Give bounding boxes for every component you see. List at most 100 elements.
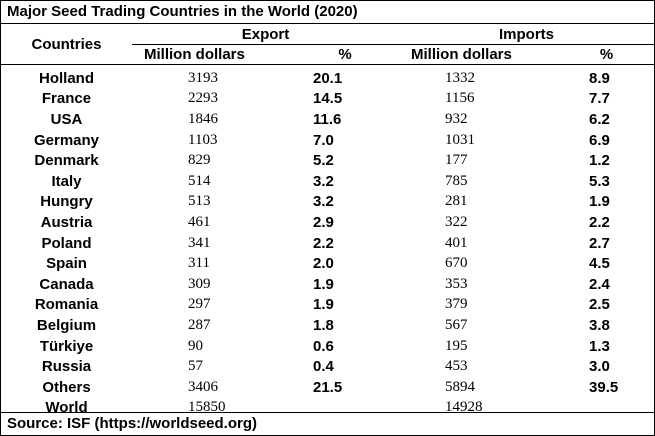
export-percent-cell: 5.2 xyxy=(313,152,334,170)
table-row: Hungry 513 3.2 281 1.9 xyxy=(1,192,654,213)
export-million-dollars-cell: 309 xyxy=(188,275,211,292)
export-million-dollars-cell: 461 xyxy=(188,213,211,230)
export-percent-cell: 2.0 xyxy=(313,255,334,273)
imports-million-dollars-cell: 281 xyxy=(445,193,468,210)
imports-million-dollars-cell: 353 xyxy=(445,275,468,292)
export-million-dollars-cell: 90 xyxy=(188,337,203,354)
table-row: Romania 297 1.9 379 2.5 xyxy=(1,295,654,316)
imports-million-dollars-cell: 195 xyxy=(445,337,468,354)
table-body: Holland 3193 20.1 1332 8.9 France 2293 14.5 1156… xyxy=(1,65,654,419)
seed-trade-table: Countries Export Imports Million dollars… xyxy=(1,24,655,419)
imports-percent-cell: 2.4 xyxy=(589,275,610,293)
export-million-dollars-cell: 15850 xyxy=(188,399,226,416)
imports-million-dollars-cell: 567 xyxy=(445,316,468,333)
export-percent-cell: 21.5 xyxy=(313,378,343,396)
table-row: Italy 514 3.2 785 5.3 xyxy=(1,171,654,192)
table-row: Türkiye 90 0.6 195 1.3 xyxy=(1,336,654,357)
imports-percent-cell: 2.7 xyxy=(589,234,610,252)
table-row: Spain 311 2.0 670 4.5 xyxy=(1,253,654,274)
imports-percent-cell: 6.2 xyxy=(589,110,610,128)
export-million-dollars-cell: 1846 xyxy=(188,110,218,127)
export-million-dollars-cell: 57 xyxy=(188,358,203,375)
imports-percent-cell: 7.7 xyxy=(589,90,610,108)
table-row: Belgium 287 1.8 567 3.8 xyxy=(1,315,654,336)
imports-million-dollars-cell: 453 xyxy=(445,358,468,375)
export-million-dollars-cell: 341 xyxy=(188,234,211,251)
imports-million-dollars-cell: 1156 xyxy=(445,90,475,107)
export-million-dollars-cell: 513 xyxy=(188,193,211,210)
export-million-dollars-cell: 2293 xyxy=(188,90,218,107)
export-percent-cell: 3.2 xyxy=(313,172,334,190)
table-row: Austria 461 2.9 322 2.2 xyxy=(1,212,654,233)
imports-million-dollars-cell: 932 xyxy=(445,110,468,127)
country-cell: Türkiye xyxy=(39,337,94,355)
imports-percent-cell: 1.3 xyxy=(589,337,610,355)
table-row: Denmark 829 5.2 177 1.2 xyxy=(1,150,654,171)
imports-million-dollars-cell: 670 xyxy=(445,255,468,272)
country-cell: Austria xyxy=(40,213,93,231)
export-million-dollars-cell: 1103 xyxy=(188,131,218,148)
imports-percent-cell: 2.5 xyxy=(589,296,610,314)
export-percent-cell: 1.9 xyxy=(313,275,334,293)
export-million-dollars-cell: 297 xyxy=(188,296,211,313)
header-export-percent: % xyxy=(291,44,400,65)
export-percent-cell: 11.6 xyxy=(313,110,342,128)
table-row: Russia 57 0.4 453 3.0 xyxy=(1,356,654,377)
country-cell: Hungry xyxy=(40,193,93,211)
country-cell: Germany xyxy=(33,131,100,149)
imports-percent-cell: 5.3 xyxy=(589,172,610,190)
imports-percent-cell: 1.9 xyxy=(589,193,610,211)
country-cell: Others xyxy=(42,378,91,396)
imports-million-dollars-cell: 5894 xyxy=(445,378,476,395)
imports-million-dollars-cell: 1332 xyxy=(445,69,476,86)
header-imports-million-dollars: Million dollars xyxy=(399,44,560,65)
header-imports-percent: % xyxy=(559,44,655,65)
header-countries: Countries xyxy=(1,24,132,65)
table-row: Holland 3193 20.1 1332 8.9 xyxy=(1,65,654,89)
export-percent-cell: 1.8 xyxy=(313,316,334,334)
export-million-dollars-cell: 3193 xyxy=(188,69,218,86)
imports-million-dollars-cell: 322 xyxy=(445,213,468,230)
table-row: Canada 309 1.9 353 2.4 xyxy=(1,274,654,295)
country-cell: Italy xyxy=(51,172,82,190)
imports-million-dollars-cell: 785 xyxy=(445,172,468,189)
country-cell: USA xyxy=(50,110,83,128)
export-million-dollars-cell: 311 xyxy=(188,255,210,272)
table-row: Poland 341 2.2 401 2.7 xyxy=(1,233,654,254)
imports-million-dollars-cell: 177 xyxy=(445,152,468,169)
table-row: France 2293 14.5 1156 7.7 xyxy=(1,89,654,110)
country-cell: Canada xyxy=(39,275,94,293)
export-percent-cell: 14.5 xyxy=(313,90,343,108)
export-million-dollars-cell: 829 xyxy=(188,152,211,169)
imports-million-dollars-cell: 401 xyxy=(445,234,468,251)
country-cell: Denmark xyxy=(34,152,99,170)
table-row: USA 1846 11.6 932 6.2 xyxy=(1,109,654,130)
export-percent-cell: 0.4 xyxy=(313,358,334,376)
imports-percent-cell: 4.5 xyxy=(589,255,610,273)
imports-percent-cell: 1.2 xyxy=(589,152,610,170)
export-percent-cell: 1.9 xyxy=(313,296,334,314)
imports-percent-cell: 2.2 xyxy=(589,213,610,231)
imports-million-dollars-cell: 14928 xyxy=(445,399,483,416)
imports-million-dollars-cell: 1031 xyxy=(445,131,476,148)
header-export-million-dollars: Million dollars xyxy=(132,44,291,65)
export-percent-cell: 0.6 xyxy=(313,337,334,355)
export-million-dollars-cell: 287 xyxy=(188,316,211,333)
country-cell: Spain xyxy=(46,255,87,273)
header-export: Export xyxy=(132,24,400,45)
export-percent-cell: 2.2 xyxy=(313,234,334,252)
imports-million-dollars-cell: 379 xyxy=(445,296,468,313)
source-note: Source: ISF (https://worldseed.org) xyxy=(1,412,654,435)
export-million-dollars-cell: 514 xyxy=(188,172,211,189)
country-cell: Belgium xyxy=(36,316,97,334)
country-cell: Romania xyxy=(34,296,99,314)
country-cell: Russia xyxy=(41,358,92,376)
export-percent-cell: 2.9 xyxy=(313,213,334,231)
country-cell: Poland xyxy=(41,234,92,252)
export-percent-cell: 20.1 xyxy=(313,69,343,87)
header-imports: Imports xyxy=(399,24,655,45)
export-percent-cell: 3.2 xyxy=(313,193,334,211)
country-cell: Holland xyxy=(39,69,94,87)
table-row: Others 3406 21.5 5894 39.5 xyxy=(1,377,654,398)
